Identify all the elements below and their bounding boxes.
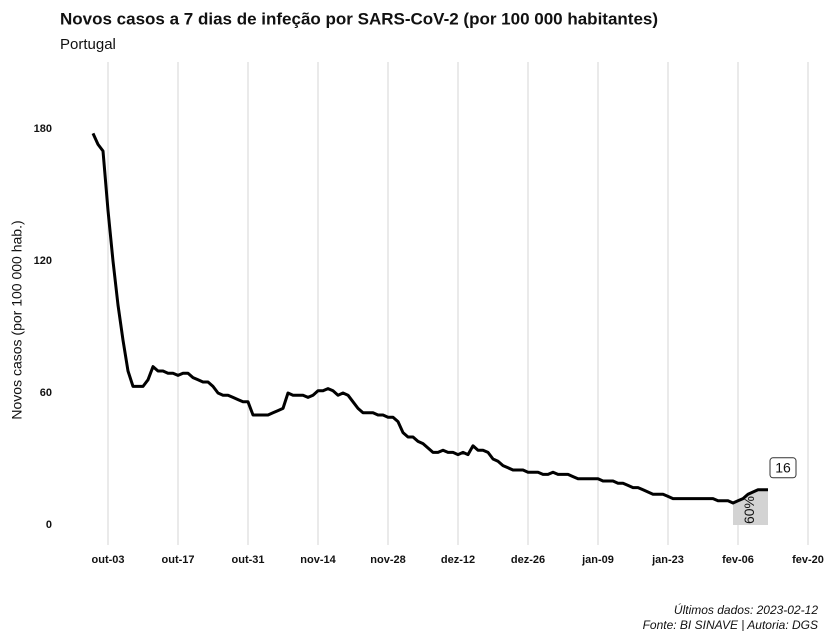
end-label: 16 — [775, 460, 791, 476]
x-tick-label: fev-06 — [722, 554, 754, 566]
chart-subtitle: Portugal — [60, 36, 116, 53]
x-tick-label: dez-12 — [441, 554, 475, 566]
x-tick-label: out-31 — [232, 554, 265, 566]
plot: 60% 16 — [91, 132, 797, 525]
x-tick-label: dez-26 — [511, 554, 545, 566]
chart-title: Novos casos a 7 dias de infeção por SARS… — [60, 9, 658, 28]
x-tick-label: fev-20 — [792, 554, 824, 566]
y-tick-label: 60 — [40, 387, 52, 399]
x-tick-label: jan-09 — [581, 554, 614, 566]
x-tick-label: nov-14 — [300, 554, 336, 566]
x-tick-label: out-17 — [162, 554, 195, 566]
y-tick-label: 0 — [46, 519, 52, 531]
change-area — [733, 489, 768, 525]
grid — [107, 62, 809, 545]
change-label: 60% — [741, 496, 757, 524]
x-tick-label: nov-28 — [370, 554, 405, 566]
x-tick-label: jan-23 — [651, 554, 684, 566]
line — [91, 132, 768, 505]
end-label-box — [769, 457, 797, 479]
y-tick-label: 120 — [34, 255, 52, 267]
x-tick-label: out-03 — [92, 554, 125, 566]
y-axis-label: Novos casos (por 100 000 hab.) — [9, 220, 25, 419]
caption: Últimos dados: 2023-02-12 — [674, 602, 818, 617]
y-tick-label: 180 — [34, 123, 52, 135]
caption: Fonte: BI SINAVE | Autoria: DGS — [643, 618, 818, 631]
